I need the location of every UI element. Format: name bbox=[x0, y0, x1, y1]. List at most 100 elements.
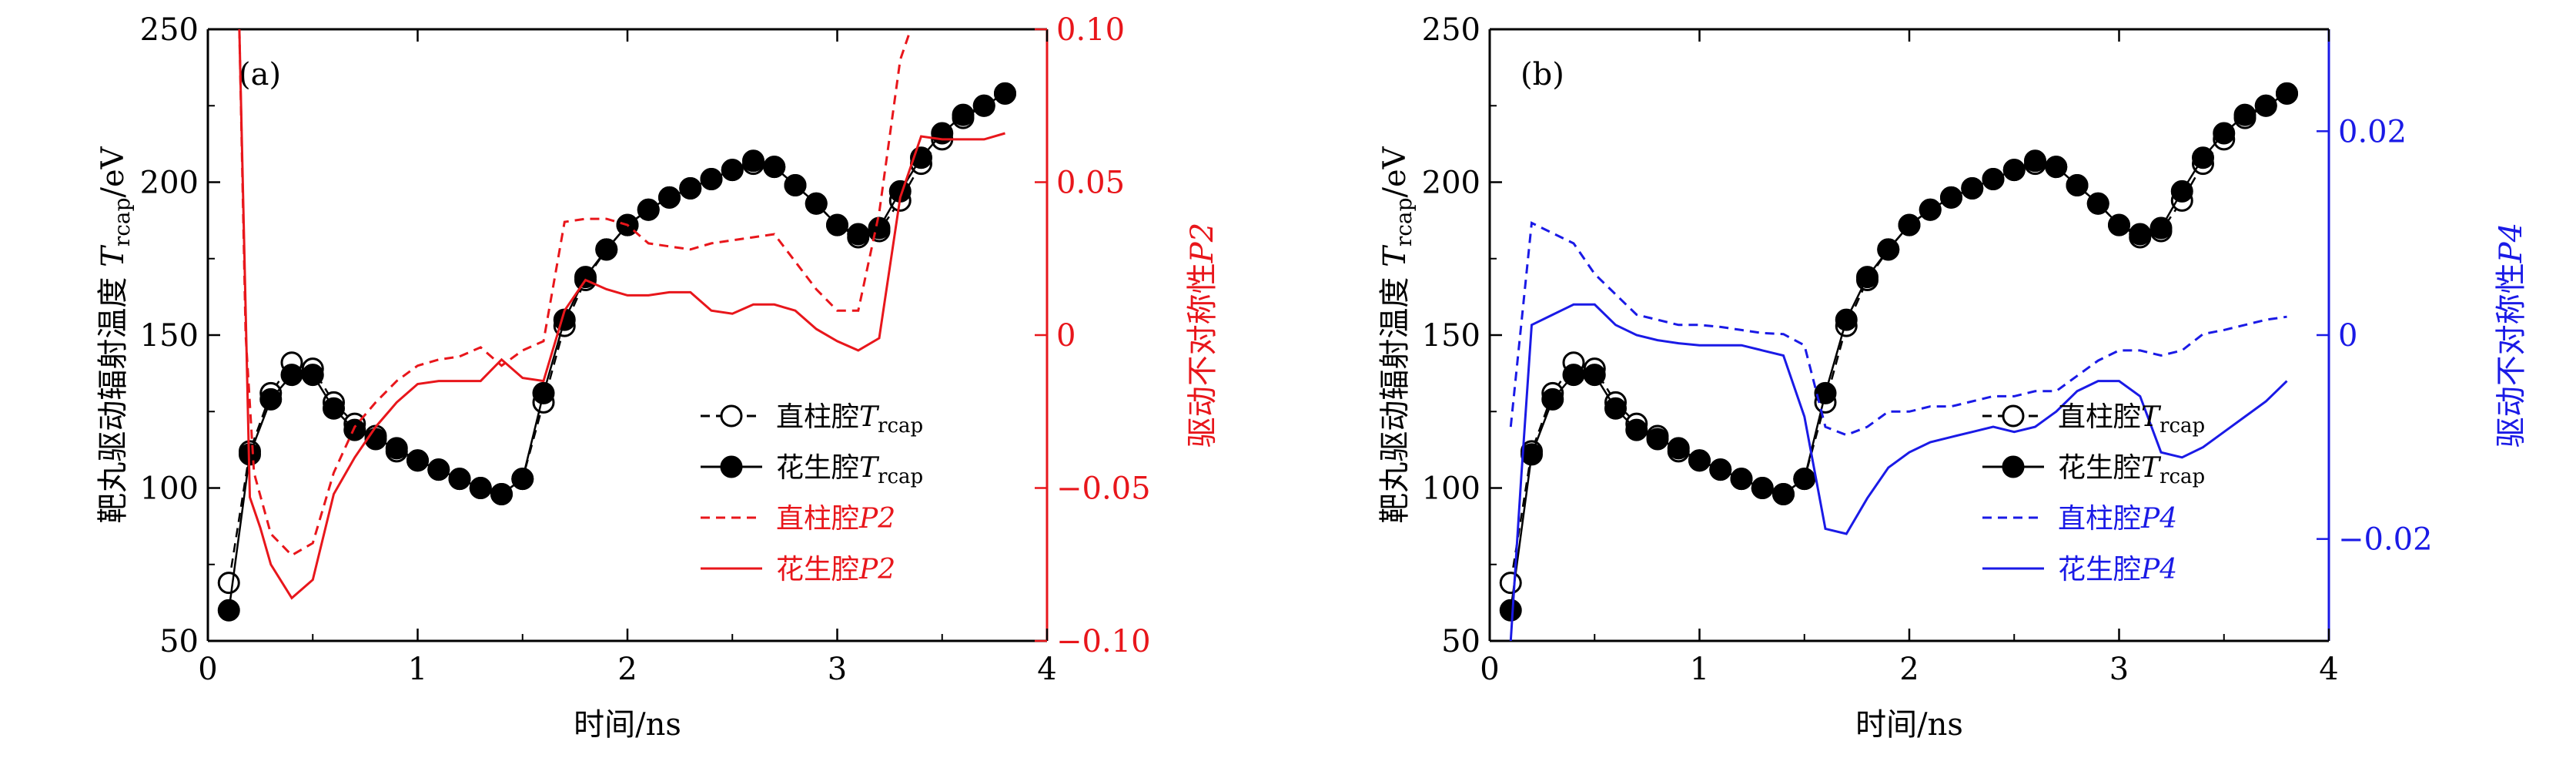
data-point bbox=[1772, 482, 1795, 505]
y-axis-label-sub: rcap bbox=[109, 197, 135, 247]
legend-entry-text: 花生腔 bbox=[776, 452, 859, 484]
data-point bbox=[217, 572, 240, 595]
data-point bbox=[868, 216, 891, 240]
legend-entry-text: 花生腔 bbox=[2058, 452, 2141, 484]
y-tick-label: 50 bbox=[159, 624, 199, 659]
y2-axis-label-text: 驱动不对称性 bbox=[1185, 263, 1220, 448]
y-axis-label: 靶丸驱动辐射温度 Trcap/eV bbox=[1377, 146, 1417, 523]
x-tick-label: 2 bbox=[1899, 652, 1919, 687]
legend-entry-sub: rcap bbox=[878, 465, 923, 488]
data-point bbox=[323, 397, 345, 420]
x-axis-label: 时间/ns bbox=[1855, 707, 1963, 743]
chart-panel-a: 0 1 2 3 4 50 100 150 200 250 −0.10 −0.05 0 0.05 0.10 (a… bbox=[95, 12, 1220, 743]
legend-entry: 花生腔Trcap bbox=[2058, 452, 2205, 488]
data-point bbox=[1814, 381, 1837, 404]
data-point bbox=[1688, 449, 1711, 472]
legend-entry-text: 花生腔 bbox=[2058, 554, 2141, 585]
data-point bbox=[595, 238, 618, 261]
x-tick-label: 4 bbox=[1037, 652, 1056, 687]
legend-swatch-marker bbox=[720, 404, 743, 428]
y-axis-label-unit: /eV bbox=[95, 146, 131, 197]
y-axis-label-unit: /eV bbox=[1377, 146, 1413, 197]
legend-entry-var: T bbox=[859, 452, 880, 484]
data-point bbox=[784, 173, 807, 196]
data-point bbox=[343, 418, 366, 441]
data-point bbox=[994, 82, 1016, 105]
x-tick-label: 4 bbox=[2319, 652, 2338, 687]
x-tick-label: 2 bbox=[617, 652, 637, 687]
y2-tick-label: 0 bbox=[1056, 318, 1076, 354]
data-point bbox=[2149, 216, 2173, 240]
data-point bbox=[1835, 308, 1858, 331]
legend-entry-var: T bbox=[2141, 401, 2162, 433]
data-point bbox=[2024, 149, 2046, 173]
data-point bbox=[1751, 477, 1774, 499]
data-point bbox=[637, 198, 660, 221]
x-tick-label: 0 bbox=[1480, 652, 1499, 687]
legend-entry-text: 直柱腔 bbox=[776, 401, 859, 433]
plot-area bbox=[1499, 82, 2298, 641]
y2-axis-label-text: 驱动不对称性 bbox=[2494, 263, 2529, 448]
legend-entry-text: 直柱腔 bbox=[2058, 401, 2141, 433]
data-point bbox=[763, 156, 786, 179]
data-point bbox=[1667, 437, 1690, 460]
y2-tick-label: 0 bbox=[2338, 318, 2357, 354]
legend-entry: 花生腔Trcap bbox=[776, 452, 923, 488]
legend-entry: 直柱腔P2 bbox=[776, 503, 895, 535]
data-point bbox=[1898, 213, 1921, 236]
data-point bbox=[1730, 468, 1753, 491]
y2-axis-label: 驱动不对称性P4 bbox=[2494, 223, 2529, 448]
legend-swatch-marker bbox=[2002, 455, 2025, 478]
y2-tick-label: 0.02 bbox=[2338, 114, 2407, 149]
data-point bbox=[1562, 364, 1585, 387]
data-point bbox=[2002, 159, 2026, 182]
data-point bbox=[2233, 103, 2257, 126]
panel-label: (a) bbox=[239, 57, 281, 92]
legend-entry-var: T bbox=[2141, 452, 2162, 484]
panel-label: (b) bbox=[1521, 57, 1564, 92]
data-point bbox=[280, 364, 303, 387]
data-point bbox=[1583, 364, 1606, 387]
data-point bbox=[469, 477, 492, 499]
data-point bbox=[1919, 198, 1942, 221]
data-point bbox=[301, 364, 324, 387]
data-point bbox=[679, 176, 702, 200]
x-axis-label: 时间/ns bbox=[574, 707, 681, 743]
data-point bbox=[1604, 397, 1627, 420]
legend-entry-sub: rcap bbox=[878, 414, 923, 438]
y-tick-label: 100 bbox=[1422, 471, 1480, 507]
data-point bbox=[2045, 156, 2068, 179]
y-tick-label: 250 bbox=[140, 12, 199, 48]
y-tick-label: 100 bbox=[140, 471, 199, 507]
y-axis-label: 靶丸驱动辐射温度 Trcap/eV bbox=[95, 146, 135, 523]
series-line bbox=[238, 29, 1005, 600]
data-point bbox=[2170, 179, 2193, 203]
x-tick-label: 1 bbox=[408, 652, 427, 687]
data-point bbox=[1940, 186, 1962, 209]
plot-area bbox=[217, 29, 1016, 622]
legend-entry-text: 直柱腔 bbox=[776, 503, 859, 535]
legend-entry-sub: rcap bbox=[2159, 414, 2205, 438]
data-point bbox=[1521, 443, 1543, 466]
data-point bbox=[217, 599, 240, 622]
legend-entry-var: P4 bbox=[2140, 503, 2177, 535]
y2-axis-label: 驱动不对称性P2 bbox=[1185, 223, 1220, 448]
y2-axis-label-var: P4 bbox=[2494, 223, 2529, 263]
y-axis-label-text: 靶丸驱动辐射温度 bbox=[1377, 267, 1413, 524]
legend-entry: 直柱腔Trcap bbox=[2058, 401, 2205, 438]
data-point bbox=[385, 437, 408, 460]
data-point bbox=[406, 449, 429, 472]
data-point bbox=[700, 168, 723, 191]
data-point bbox=[1877, 238, 1900, 261]
x-tick-label: 3 bbox=[2109, 652, 2129, 687]
data-point bbox=[1793, 468, 1816, 491]
legend-entry-sub: rcap bbox=[2159, 465, 2205, 488]
y2-tick-label: 0.05 bbox=[1056, 166, 1125, 201]
x-tick-label: 3 bbox=[828, 652, 847, 687]
y-axis-label-sub: rcap bbox=[1391, 197, 1417, 247]
data-point bbox=[1499, 572, 1522, 595]
y2-axis-label-var: P2 bbox=[1185, 223, 1220, 263]
data-point bbox=[847, 223, 870, 246]
legend-entry-var: T bbox=[859, 401, 880, 433]
